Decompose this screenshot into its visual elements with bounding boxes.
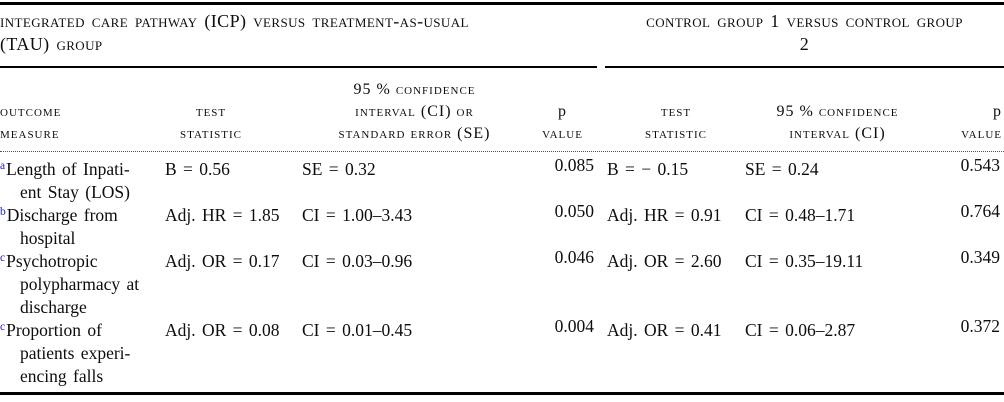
table-row: bDischarge from hospital Adj. HR = 1.85 … — [0, 201, 1004, 250]
outcome-measure-cell: bDischarge from hospital — [0, 204, 165, 250]
g2-test-statistic-cell: Adj. OR = 0.41 — [607, 320, 722, 340]
g1-ci-se-cell: CI = 0.01–0.45 — [302, 320, 413, 340]
header-line: interval (CI) — [789, 125, 886, 142]
group2-underline-rule — [605, 66, 1004, 68]
footnote-marker-link[interactable]: a — [0, 160, 6, 172]
outcome-measure-cell: cPsychotropic polypharmacy at discharge — [0, 250, 165, 319]
header-g1-test-statistic: test statistic — [165, 101, 302, 145]
header-g1-ci-or-se: 95 % confidence interval (CI) or standar… — [302, 79, 527, 145]
p-value: 0.543 — [960, 155, 1000, 175]
table-row: aLength of Inpati- ent Stay (LOS) B = 0.… — [0, 155, 1004, 204]
header-outcome-measure: outcome measure — [0, 101, 165, 145]
group-header-line: (TAU) group — [0, 34, 103, 54]
header-line: 95 % confidence — [776, 103, 899, 120]
header-line: value — [961, 125, 1002, 142]
header-g2-ci: 95 % confidence interval (CI) — [745, 101, 930, 145]
g2-p-value-cell: 0.372 — [930, 316, 1004, 388]
outcome-measure-cell: aLength of Inpati- ent Stay (LOS) — [0, 158, 165, 204]
header-g2-test-statistic: test statistic — [598, 101, 745, 145]
footnote-marker-link[interactable]: c — [0, 321, 6, 333]
p-value: 0.085 — [554, 155, 594, 175]
group-header-icp-vs-tau: integrated care pathway (ICP) versus tre… — [0, 10, 598, 56]
footnote-marker-link[interactable]: c — [0, 252, 6, 264]
header-line: p — [558, 103, 567, 120]
g2-p-value-cell: 0.349 — [930, 247, 1004, 319]
footnote-marker-link[interactable]: b — [0, 206, 6, 218]
g2-p-value-cell: 0.543 — [930, 155, 1004, 204]
outcome-line: aLength of Inpati- — [0, 158, 165, 181]
column-header-row: outcome measure test statistic 95 % conf… — [0, 79, 1004, 152]
header-line: statistic — [180, 125, 242, 142]
p-value: 0.046 — [554, 247, 594, 267]
header-line: p — [993, 103, 1002, 120]
header-line: 95 % confidence — [353, 81, 476, 98]
g1-ci-se-cell: SE = 0.32 — [302, 159, 376, 179]
table-body: aLength of Inpati- ent Stay (LOS) B = 0.… — [0, 155, 1004, 388]
header-line: value — [542, 125, 583, 142]
header-line: interval (CI) or — [355, 103, 474, 120]
outcome-line: discharge — [20, 297, 87, 317]
p-value: 0.764 — [960, 201, 1000, 221]
g2-ci-cell: CI = 0.35–19.11 — [745, 251, 864, 271]
outcome-line: encing falls — [20, 366, 104, 386]
outcome-text: Length of Inpati- — [6, 159, 130, 179]
g2-ci-cell: CI = 0.48–1.71 — [745, 205, 856, 225]
outcome-line: patients experi- — [20, 343, 131, 363]
group-header-line: control group 1 versus control group — [646, 11, 963, 31]
header-line: measure — [0, 125, 60, 142]
g2-test-statistic-cell: Adj. OR = 2.60 — [607, 251, 722, 271]
outcome-line: bDischarge from — [0, 204, 165, 227]
header-line: statistic — [645, 125, 707, 142]
g1-p-value-cell: 0.004 — [527, 316, 598, 388]
group-header-line: 2 — [799, 34, 810, 54]
group-header-line: integrated care pathway (ICP) versus tre… — [0, 11, 469, 31]
group-header-control1-vs-control2: control group 1 versus control group 2 — [605, 10, 1004, 56]
top-rule — [0, 2, 1004, 5]
header-line: outcome — [0, 103, 62, 120]
group1-underline-rule — [0, 66, 597, 68]
g1-p-value-cell: 0.085 — [527, 155, 598, 204]
header-g2-p-value: p value — [930, 101, 1004, 145]
p-value: 0.050 — [554, 201, 594, 221]
g2-ci-cell: CI = 0.06–2.87 — [745, 320, 856, 340]
header-line: standard error (SE) — [338, 125, 491, 142]
g1-test-statistic-cell: Adj. HR = 1.85 — [165, 205, 280, 225]
outcome-line: polypharmacy at — [20, 274, 140, 294]
outcome-text: Proportion of — [6, 320, 102, 340]
g2-test-statistic-cell: B = − 0.15 — [607, 159, 689, 179]
outcome-text: Psychotropic — [6, 251, 98, 271]
p-value: 0.372 — [960, 316, 1000, 336]
g1-test-statistic-cell: Adj. OR = 0.17 — [165, 251, 280, 271]
g1-ci-se-cell: CI = 0.03–0.96 — [302, 251, 413, 271]
header-line: test — [195, 103, 227, 120]
g2-p-value-cell: 0.764 — [930, 201, 1004, 250]
group-header-row: integrated care pathway (ICP) versus tre… — [0, 10, 1004, 56]
g2-test-statistic-cell: Adj. HR = 0.91 — [607, 205, 722, 225]
table-row: cProportion of patients experi- encing f… — [0, 316, 1004, 388]
outcome-text: Discharge from — [6, 205, 118, 225]
header-line: test — [660, 103, 692, 120]
g1-p-value-cell: 0.050 — [527, 201, 598, 250]
outcome-line: hospital — [20, 228, 76, 248]
g1-p-value-cell: 0.046 — [527, 247, 598, 319]
header-g1-p-value: p value — [527, 101, 598, 145]
bottom-rule — [0, 392, 1004, 395]
outcome-measure-cell: cProportion of patients experi- encing f… — [0, 319, 165, 388]
outcome-line: cPsychotropic — [0, 250, 165, 273]
g1-ci-se-cell: CI = 1.00–3.43 — [302, 205, 413, 225]
p-value: 0.349 — [960, 247, 1000, 267]
table-row: cPsychotropic polypharmacy at discharge … — [0, 247, 1004, 319]
g1-test-statistic-cell: B = 0.56 — [165, 159, 230, 179]
outcome-line: ent Stay (LOS) — [20, 182, 130, 202]
p-value: 0.004 — [554, 316, 594, 336]
outcome-line: cProportion of — [0, 319, 165, 342]
g1-test-statistic-cell: Adj. OR = 0.08 — [165, 320, 280, 340]
g2-ci-cell: SE = 0.24 — [745, 159, 819, 179]
